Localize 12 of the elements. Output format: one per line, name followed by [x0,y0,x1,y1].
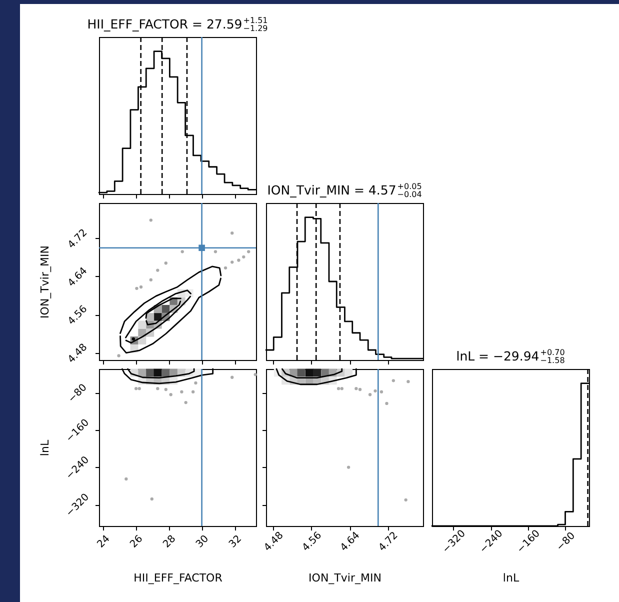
x-tick-label: −80 [554,530,578,554]
x-tick-label: 26 [128,533,146,550]
x-tick-label: 32 [227,533,244,550]
x-tick-label: 24 [95,533,112,550]
x-axis-title: ION_Tvir_MIN [308,572,382,584]
x-axis-title: HII_EFF_FACTOR [134,572,223,584]
y-axis-title: lnL [38,439,52,456]
x-tick-label: 30 [194,533,212,550]
x-tick-label: 28 [161,533,178,550]
x-axis-title: lnL [502,572,520,584]
y-axis-title: ION_Tvir_MIN [38,246,52,318]
y-tick-label: −80 [66,382,90,405]
